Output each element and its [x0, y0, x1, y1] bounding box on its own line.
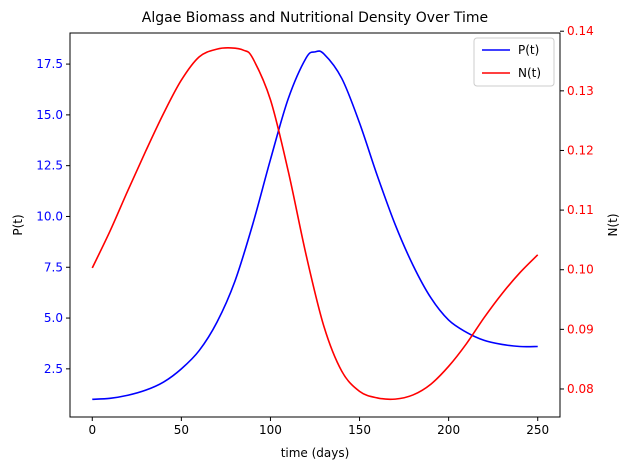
x-tick-label: 50 — [174, 423, 189, 437]
y-left-tick-label: 5.0 — [44, 311, 63, 325]
y-right-tick-label: 0.08 — [567, 382, 594, 396]
y-axis-right-title: N(t) — [606, 213, 620, 236]
y-left-tick-label: 10.0 — [36, 209, 63, 223]
y-right-tick-label: 0.11 — [567, 203, 594, 217]
legend-label-p: P(t) — [518, 43, 539, 57]
legend-label-n: N(t) — [518, 66, 541, 80]
x-tick-label: 200 — [437, 423, 460, 437]
y-right-tick-label: 0.13 — [567, 84, 594, 98]
y-left-tick-label: 12.5 — [36, 159, 63, 173]
y-right-tick-label: 0.12 — [567, 143, 594, 157]
series-layer — [91, 47, 539, 401]
series-line-n — [91, 47, 539, 401]
y-right-tick-label: 0.14 — [567, 24, 594, 38]
y-right-tick-label: 0.09 — [567, 322, 594, 336]
x-tick-label: 250 — [526, 423, 549, 437]
y-left-tick-label: 17.5 — [36, 57, 63, 71]
y-left-tick-label: 7.5 — [44, 260, 63, 274]
y-axis-left-title: P(t) — [11, 214, 25, 235]
y-axis-left: 2.5 5.0 7.5 10.0 12.5 15.0 17.5 — [36, 57, 70, 376]
y-left-tick-label: 2.5 — [44, 362, 63, 376]
chart-title: Algae Biomass and Nutritional Density Ov… — [142, 10, 488, 26]
legend-box — [473, 37, 555, 87]
x-tick-label: 0 — [88, 423, 96, 437]
x-tick-label: 150 — [348, 423, 371, 437]
legend: P(t) N(t) — [473, 37, 555, 87]
y-right-tick-label: 0.10 — [567, 263, 594, 277]
x-axis-title: time (days) — [281, 446, 350, 460]
y-left-tick-label: 15.0 — [36, 108, 63, 122]
x-axis: 0 50 100 150 200 250 — [88, 417, 549, 437]
plot-area-frame — [69, 32, 561, 418]
x-tick-label: 100 — [259, 423, 282, 437]
y-axis-right: 0.08 0.09 0.10 0.11 0.12 0.13 0.14 — [560, 24, 594, 396]
series-line-p — [92, 50, 538, 401]
